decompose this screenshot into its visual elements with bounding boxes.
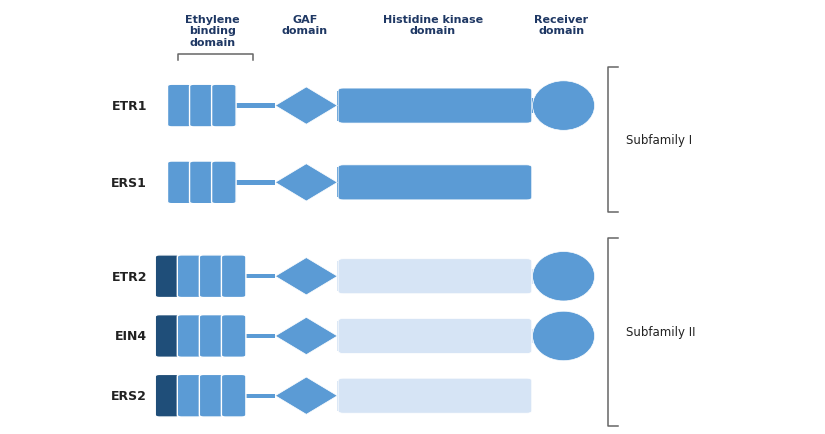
FancyBboxPatch shape bbox=[190, 161, 214, 204]
FancyBboxPatch shape bbox=[200, 375, 224, 417]
FancyBboxPatch shape bbox=[338, 319, 532, 354]
Bar bbox=[159, 270, 242, 283]
Bar bbox=[527, 269, 533, 284]
Bar bbox=[172, 100, 232, 113]
FancyBboxPatch shape bbox=[338, 89, 532, 124]
Bar bbox=[232, 181, 276, 185]
FancyBboxPatch shape bbox=[338, 259, 532, 294]
Ellipse shape bbox=[533, 312, 595, 361]
Text: Subfamily I: Subfamily I bbox=[626, 134, 693, 147]
Text: ERS2: ERS2 bbox=[111, 389, 147, 402]
Bar bbox=[337, 321, 343, 351]
FancyBboxPatch shape bbox=[177, 255, 202, 298]
Text: ETR1: ETR1 bbox=[111, 100, 147, 113]
FancyBboxPatch shape bbox=[177, 315, 202, 358]
Bar bbox=[172, 176, 232, 190]
Bar bbox=[242, 334, 276, 339]
Text: Receiver
domain: Receiver domain bbox=[534, 15, 588, 36]
Bar bbox=[232, 104, 276, 108]
FancyBboxPatch shape bbox=[338, 165, 532, 201]
Bar bbox=[527, 99, 533, 114]
Polygon shape bbox=[276, 258, 337, 295]
Polygon shape bbox=[276, 88, 337, 125]
FancyBboxPatch shape bbox=[155, 315, 180, 358]
Bar bbox=[242, 394, 276, 398]
FancyBboxPatch shape bbox=[190, 85, 214, 128]
Bar bbox=[337, 262, 343, 292]
FancyBboxPatch shape bbox=[338, 378, 532, 413]
FancyBboxPatch shape bbox=[221, 255, 246, 298]
Text: Histidine kinase
domain: Histidine kinase domain bbox=[383, 15, 483, 36]
Bar bbox=[159, 329, 242, 343]
Bar bbox=[337, 92, 343, 121]
FancyBboxPatch shape bbox=[221, 315, 246, 358]
Text: ERS1: ERS1 bbox=[111, 177, 147, 189]
Text: Subfamily II: Subfamily II bbox=[626, 326, 696, 339]
FancyBboxPatch shape bbox=[200, 315, 224, 358]
Bar bbox=[159, 389, 242, 402]
Text: ETR2: ETR2 bbox=[111, 270, 147, 283]
Bar bbox=[337, 381, 343, 411]
FancyBboxPatch shape bbox=[167, 85, 192, 128]
FancyBboxPatch shape bbox=[211, 85, 236, 128]
FancyBboxPatch shape bbox=[211, 161, 236, 204]
FancyBboxPatch shape bbox=[155, 255, 180, 298]
Polygon shape bbox=[276, 377, 337, 414]
FancyBboxPatch shape bbox=[155, 375, 180, 417]
Ellipse shape bbox=[533, 252, 595, 301]
Text: EIN4: EIN4 bbox=[115, 330, 147, 343]
Text: GAF
domain: GAF domain bbox=[281, 15, 328, 36]
Bar bbox=[527, 329, 533, 344]
Bar bbox=[242, 274, 276, 279]
FancyBboxPatch shape bbox=[200, 255, 224, 298]
FancyBboxPatch shape bbox=[221, 375, 246, 417]
FancyBboxPatch shape bbox=[167, 161, 192, 204]
Text: Ethylene
binding
domain: Ethylene binding domain bbox=[185, 15, 240, 48]
Polygon shape bbox=[276, 164, 337, 201]
FancyBboxPatch shape bbox=[177, 375, 202, 417]
Polygon shape bbox=[276, 318, 337, 355]
Ellipse shape bbox=[533, 82, 595, 131]
Bar bbox=[337, 168, 343, 198]
